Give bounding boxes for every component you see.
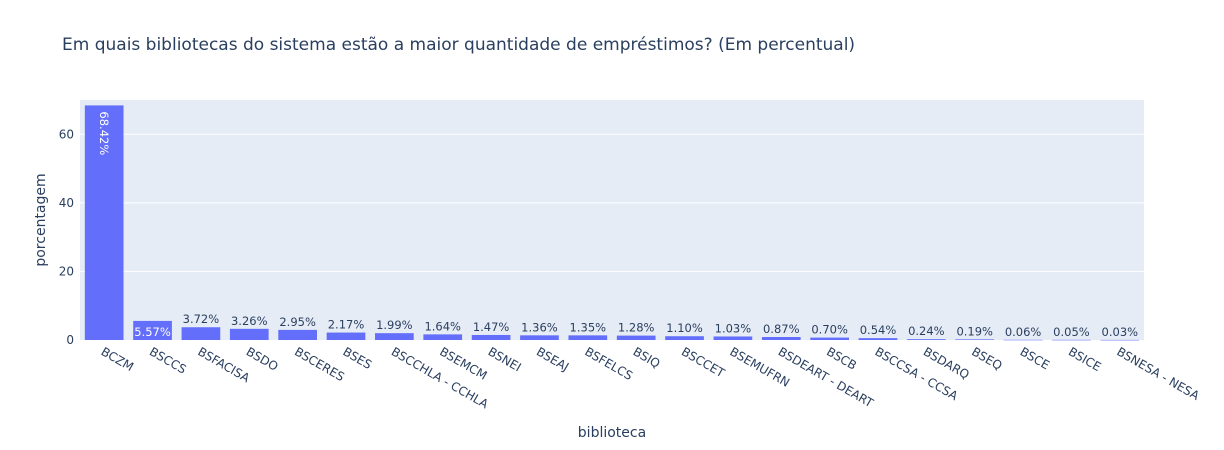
bar-value-label: 1.36%: [521, 320, 558, 334]
x-tick-label: BSNESA - NESA: [1114, 344, 1202, 403]
bar-bsccet[interactable]: [665, 336, 704, 340]
bar-value-label: 1.03%: [715, 321, 752, 335]
bar-value-label: 1.10%: [666, 321, 703, 335]
bar-bseq[interactable]: [955, 339, 995, 340]
y-tick-label: 20: [59, 264, 74, 278]
x-tick-label: BSCCSA - CCSA: [873, 344, 961, 403]
bar-value-label: 68.42%: [97, 111, 111, 155]
gridlines: [80, 133, 1144, 272]
y-tick-label: 0: [66, 333, 74, 347]
x-tick-label: BSNEI: [486, 344, 524, 374]
bar-bsccs[interactable]: [133, 320, 172, 340]
bar-bsdeart-deart[interactable]: [761, 337, 801, 340]
bar-value-label: 3.72%: [183, 312, 220, 326]
x-tick-label: BSFACISA: [195, 344, 252, 385]
bar-bsceres[interactable]: [278, 329, 317, 340]
bar-bsdo[interactable]: [229, 328, 269, 340]
x-tick-label: BSEAJ: [534, 344, 571, 374]
bar-value-label: 2.95%: [279, 315, 316, 329]
x-tick-label: BSIQ: [631, 344, 663, 370]
bar-bscb[interactable]: [810, 337, 849, 340]
bar-bsfacisa[interactable]: [181, 327, 221, 340]
bar-value-label: 0.06%: [1005, 325, 1042, 339]
bar-bsdarq[interactable]: [907, 339, 946, 340]
bar-value-label: 1.28%: [618, 321, 655, 335]
y-tick-labels: 0 20 40 60: [59, 127, 74, 347]
bar-bsce[interactable]: [1003, 339, 1043, 341]
bar-bczm[interactable]: [84, 105, 124, 340]
y-tick-label: 60: [59, 127, 74, 141]
x-axis-title: biblioteca: [578, 425, 646, 441]
bar-bseaj[interactable]: [520, 335, 559, 340]
plot-area: [80, 100, 1144, 340]
bar-value-label: 0.19%: [956, 324, 993, 338]
bar-value-label: 0.24%: [908, 324, 945, 338]
bar-bsfelcs[interactable]: [568, 335, 608, 340]
x-tick-label: BSCERES: [292, 344, 347, 384]
x-tick-label: BCZM: [99, 344, 136, 374]
bar-bses[interactable]: [326, 332, 366, 340]
bar-value-labels: 68.42% 5.57% 3.72% 3.26% 2.95% 2.17% 1.99% 1.64…: [97, 111, 1138, 339]
x-tick-label: BSFELCS: [582, 344, 635, 383]
bar-bsccsa-ccsa[interactable]: [858, 338, 898, 340]
bar-bsnei[interactable]: [471, 334, 511, 340]
bar-bsemcm[interactable]: [423, 334, 463, 340]
bar-bscchla-cchla[interactable]: [375, 333, 414, 340]
y-tick-label: 40: [59, 196, 74, 210]
x-tick-label: BSCCS: [147, 344, 189, 376]
bar-bsice[interactable]: [1052, 339, 1091, 341]
bar-bsnesa-nesa[interactable]: [1100, 339, 1140, 341]
bar-bsemufrn[interactable]: [713, 336, 753, 340]
bar-value-label: 0.03%: [1102, 325, 1139, 339]
y-axis-title: porcentagem: [33, 173, 49, 266]
bar-value-label: 2.17%: [328, 318, 365, 332]
x-tick-label: BSDO: [244, 344, 281, 373]
x-tick-label: BSCB: [824, 344, 859, 372]
bar-value-label: 0.87%: [763, 322, 800, 336]
x-tick-label: BSCCET: [679, 344, 728, 380]
x-tick-label: BSEQ: [969, 344, 1004, 372]
bar-value-label: 5.57%: [134, 325, 171, 339]
bars: [84, 105, 1140, 341]
bar-value-label: 1.35%: [570, 320, 607, 334]
bar-value-label: 1.99%: [376, 318, 413, 332]
x-tick-label: BSICE: [1066, 344, 1103, 374]
bar-value-label: 1.64%: [424, 319, 461, 333]
bar-value-label: 1.47%: [473, 320, 510, 334]
bar-value-label: 3.26%: [231, 314, 268, 328]
bar-value-label: 0.70%: [811, 323, 848, 337]
bar-value-label: 0.54%: [860, 323, 897, 337]
bar-value-label: 0.05%: [1053, 325, 1090, 339]
chart-title: Em quais bibliotecas do sistema estão a …: [62, 35, 855, 55]
bar-bsiq[interactable]: [616, 335, 656, 340]
x-tick-label: BSCE: [1018, 344, 1052, 372]
x-tick-label: BSES: [341, 344, 375, 372]
